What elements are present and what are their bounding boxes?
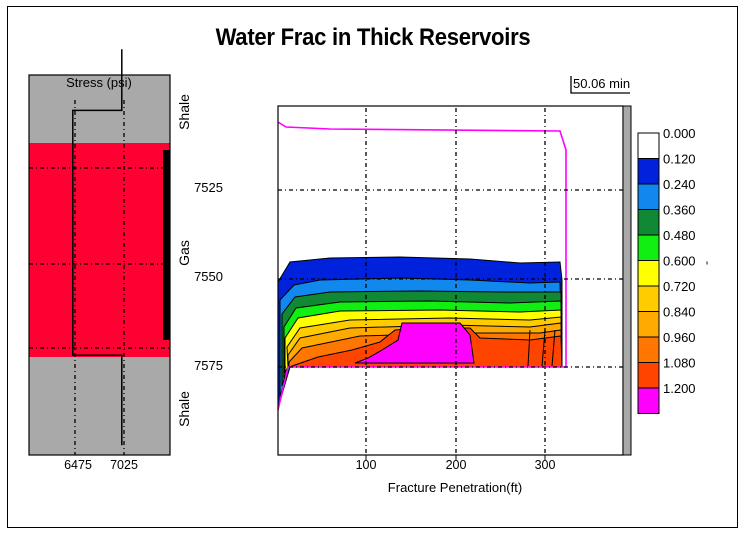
legend-label: 0.960 [663,330,696,345]
gas-zone [29,143,170,357]
legend-label: 0.000 [663,126,696,141]
legend-label: 0.720 [663,279,696,294]
x-tick-label: 200 [446,458,467,472]
legend-label: 0.120 [663,152,696,167]
legend-swatches [637,132,660,414]
stress-tick-label: 6475 [64,458,92,472]
legend-label: 0.360 [663,203,696,218]
legend-label: 1.080 [663,356,696,371]
contour-line [551,329,556,367]
legend-swatch [637,158,660,185]
contour-line [527,329,531,367]
legend-label: 0.840 [663,305,696,320]
legend-swatch [637,336,660,363]
legend-swatch [637,132,660,159]
legend-labels: 0.000 0.120 0.240 0.360 0.480 0.600 0.720 0.840… [663,126,696,396]
stress-gridlines [29,100,170,455]
legend-swatch [637,260,660,287]
depth-label: 7550 [194,269,223,284]
plot-gridlines [278,108,623,455]
time-label-bracket [570,76,630,94]
x-tick-label: 300 [535,458,556,472]
fracture-plot: 100 200 300 Fracture Penetration(ft) 50.… [277,76,632,495]
plot-side-bar [622,105,632,456]
legend-swatch [637,234,660,261]
x-ticks [365,455,546,460]
legend-label: 0.600 [663,254,696,269]
stress-axis-title: Stress (psi) [66,75,132,90]
legend-swatch [637,285,660,312]
time-label: 50.06 min [573,76,630,91]
zone-label-upper-shale: Shale [176,94,192,130]
legend-swatch [637,183,660,210]
color-legend: 0.000 0.120 0.240 0.360 0.480 0.600 0.720 0.840… [637,126,713,414]
legend-swatch [637,209,660,236]
x-axis-label: Fracture Penetration(ft) [388,480,522,495]
stress-tick-label: 7025 [110,458,138,472]
x-tick-label: 100 [356,458,377,472]
depth-label: 7525 [194,180,223,195]
chart-title: Water Frac in Thick Reservoirs [215,24,531,51]
lower-shale-zone [29,357,170,455]
depth-label: 7575 [194,358,223,373]
legend-swatch [637,362,660,389]
perforation-bar [163,150,170,340]
upper-shale-zone [29,75,170,143]
zone-label-gas: Gas [176,240,192,266]
zone-label-lower-shale: Shale [176,391,192,427]
legend-swatch [637,311,660,338]
legend-label: 0.480 [663,228,696,243]
contour-band-1.200 [354,322,475,364]
contour-bands [277,256,563,409]
legend-label: 0.240 [663,177,696,192]
stress-line [72,49,123,446]
legend-label: 1.200 [663,381,696,396]
legend-side-label: - [699,261,713,265]
legend-swatch [637,387,660,414]
stress-panel: Stress (psi) 6475 7025 7525 7550 7575 Sh… [28,49,223,472]
